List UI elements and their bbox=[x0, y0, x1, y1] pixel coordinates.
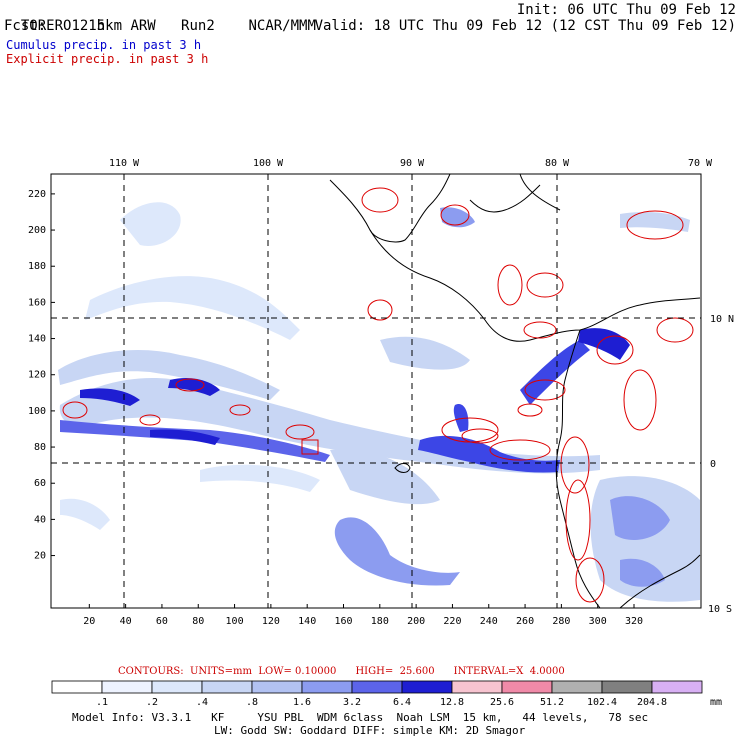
bottom-tick-label: 280 bbox=[552, 616, 570, 627]
colorbar-unit: mm bbox=[710, 697, 722, 708]
bottom-tick-label: 100 bbox=[226, 616, 244, 627]
bottom-tick-label: 120 bbox=[262, 616, 280, 627]
colorbar-swatch bbox=[401, 680, 453, 694]
model-name: TORERO bbox=[20, 18, 72, 34]
bottom-tick-label: 80 bbox=[192, 616, 204, 627]
bottom-tick-label: 240 bbox=[480, 616, 498, 627]
map-frame bbox=[50, 173, 702, 609]
contour-info: CONTOURS: UNITS=mm LOW= 0.10000 HIGH= 25… bbox=[118, 666, 565, 677]
cumulus-legend-line: Cumulus precip. in past 3 h bbox=[6, 38, 202, 52]
colorbar-label: 6.4 bbox=[393, 697, 411, 708]
colorbar-swatch bbox=[651, 680, 703, 694]
bottom-tick-label: 180 bbox=[371, 616, 389, 627]
left-tick-label: 200 bbox=[28, 225, 46, 236]
colorbar-label: .1 bbox=[96, 697, 108, 708]
colorbar-swatch bbox=[601, 680, 653, 694]
bottom-tick-label: 300 bbox=[589, 616, 607, 627]
bottom-axis-ticks: 20 40 60 80 100 120 140 160 180 200 220 240 260 280 30… bbox=[83, 604, 643, 627]
bottom-tick-label: 20 bbox=[83, 616, 95, 627]
colorbar-label: 51.2 bbox=[540, 697, 564, 708]
colorbar-swatch bbox=[501, 680, 553, 694]
bottom-tick-label: 40 bbox=[120, 616, 132, 627]
colorbar-swatch bbox=[251, 680, 303, 694]
lon-label-70w: 70 W bbox=[688, 158, 713, 169]
left-tick-label: 80 bbox=[34, 442, 46, 453]
explicit-precip-contours bbox=[62, 187, 694, 603]
colorbar-label: 3.2 bbox=[343, 697, 361, 708]
model-resolution: 15km ARW bbox=[88, 18, 156, 34]
bottom-tick-label: 220 bbox=[443, 616, 461, 627]
colorbar-label: 1.6 bbox=[293, 697, 311, 708]
valid-time: Valid: 18 UTC Thu 09 Feb 12 (12 CST Thu … bbox=[314, 18, 736, 34]
bottom-tick-label: 200 bbox=[407, 616, 425, 627]
init-time: Init: 06 UTC Thu 09 Feb 12 bbox=[516, 2, 736, 18]
lon-label-100w: 100 W bbox=[253, 158, 284, 169]
header-line-1: TORERO 15km ARW Run2 NCAR/MMM bbox=[4, 2, 316, 34]
left-tick-label: 100 bbox=[28, 406, 46, 417]
fcst-value: 12 h bbox=[71, 18, 106, 34]
forecast-hour: Fcst: 12 h bbox=[4, 18, 105, 34]
left-axis-ticks: 220 200 180 160 140 120 100 80 60 40 20 bbox=[28, 189, 55, 562]
colorbar-swatch bbox=[101, 680, 153, 694]
colorbar-swatch bbox=[551, 680, 603, 694]
bottom-tick-label: 160 bbox=[334, 616, 352, 627]
colorbar-label: 12.8 bbox=[440, 697, 464, 708]
colorbar: .1 .2 .4 .8 1.6 3.2 6.4 12.8 25.6 51.2 102.4 204.8 bbox=[51, 680, 703, 708]
left-tick-label: 160 bbox=[28, 297, 46, 308]
lat-label-10s: 10 S bbox=[708, 604, 732, 615]
lat-label-0: 0 bbox=[710, 459, 716, 470]
model-info-line-1: Model Info: V3.3.1 KF YSU PBL WDM 6class… bbox=[72, 711, 649, 724]
colorbar-swatch bbox=[301, 680, 353, 694]
lat-label-10n: 10 N bbox=[710, 314, 734, 325]
colorbar-swatch bbox=[451, 680, 503, 694]
colorbar-swatch bbox=[201, 680, 253, 694]
bottom-tick-label: 260 bbox=[516, 616, 534, 627]
colorbar-label: 204.8 bbox=[637, 697, 667, 708]
colorbar-label: 102.4 bbox=[587, 697, 617, 708]
colorbar-swatch bbox=[151, 680, 203, 694]
coastlines bbox=[329, 174, 701, 608]
bottom-tick-label: 320 bbox=[625, 616, 643, 627]
lon-label-80w: 80 W bbox=[545, 158, 570, 169]
latitude-labels: 10 N 0 10 S bbox=[708, 314, 734, 615]
org-label: NCAR/MMM bbox=[248, 18, 316, 34]
left-tick-label: 180 bbox=[28, 261, 46, 272]
lon-label-90w: 90 W bbox=[400, 158, 425, 169]
left-tick-label: 20 bbox=[34, 551, 46, 562]
colorbar-label: 25.6 bbox=[490, 697, 514, 708]
colorbar-label: .2 bbox=[146, 697, 158, 708]
left-tick-label: 60 bbox=[34, 478, 46, 489]
lon-label-110w: 110 W bbox=[109, 158, 140, 169]
colorbar-label: .8 bbox=[246, 697, 258, 708]
model-info-line-2: LW: Godd SW: Goddard DIFF: simple KM: 2D… bbox=[214, 724, 526, 737]
explicit-legend-line: Explicit precip. in past 3 h bbox=[6, 52, 209, 66]
colorbar-label: .4 bbox=[196, 697, 208, 708]
left-tick-label: 140 bbox=[28, 334, 46, 345]
cumulus-precip-shading bbox=[58, 202, 700, 602]
colorbar-swatch bbox=[351, 680, 403, 694]
bottom-tick-label: 60 bbox=[156, 616, 168, 627]
left-tick-label: 40 bbox=[34, 514, 46, 525]
colorbar-swatch bbox=[51, 680, 103, 694]
left-tick-label: 120 bbox=[28, 370, 46, 381]
left-tick-label: 220 bbox=[28, 189, 46, 200]
run-label: Run2 bbox=[181, 18, 215, 34]
longitude-labels: 110 W 100 W 90 W 80 W 70 W bbox=[109, 158, 713, 169]
fcst-label: Fcst: bbox=[4, 18, 47, 34]
bottom-tick-label: 140 bbox=[298, 616, 316, 627]
graticule bbox=[51, 174, 701, 608]
